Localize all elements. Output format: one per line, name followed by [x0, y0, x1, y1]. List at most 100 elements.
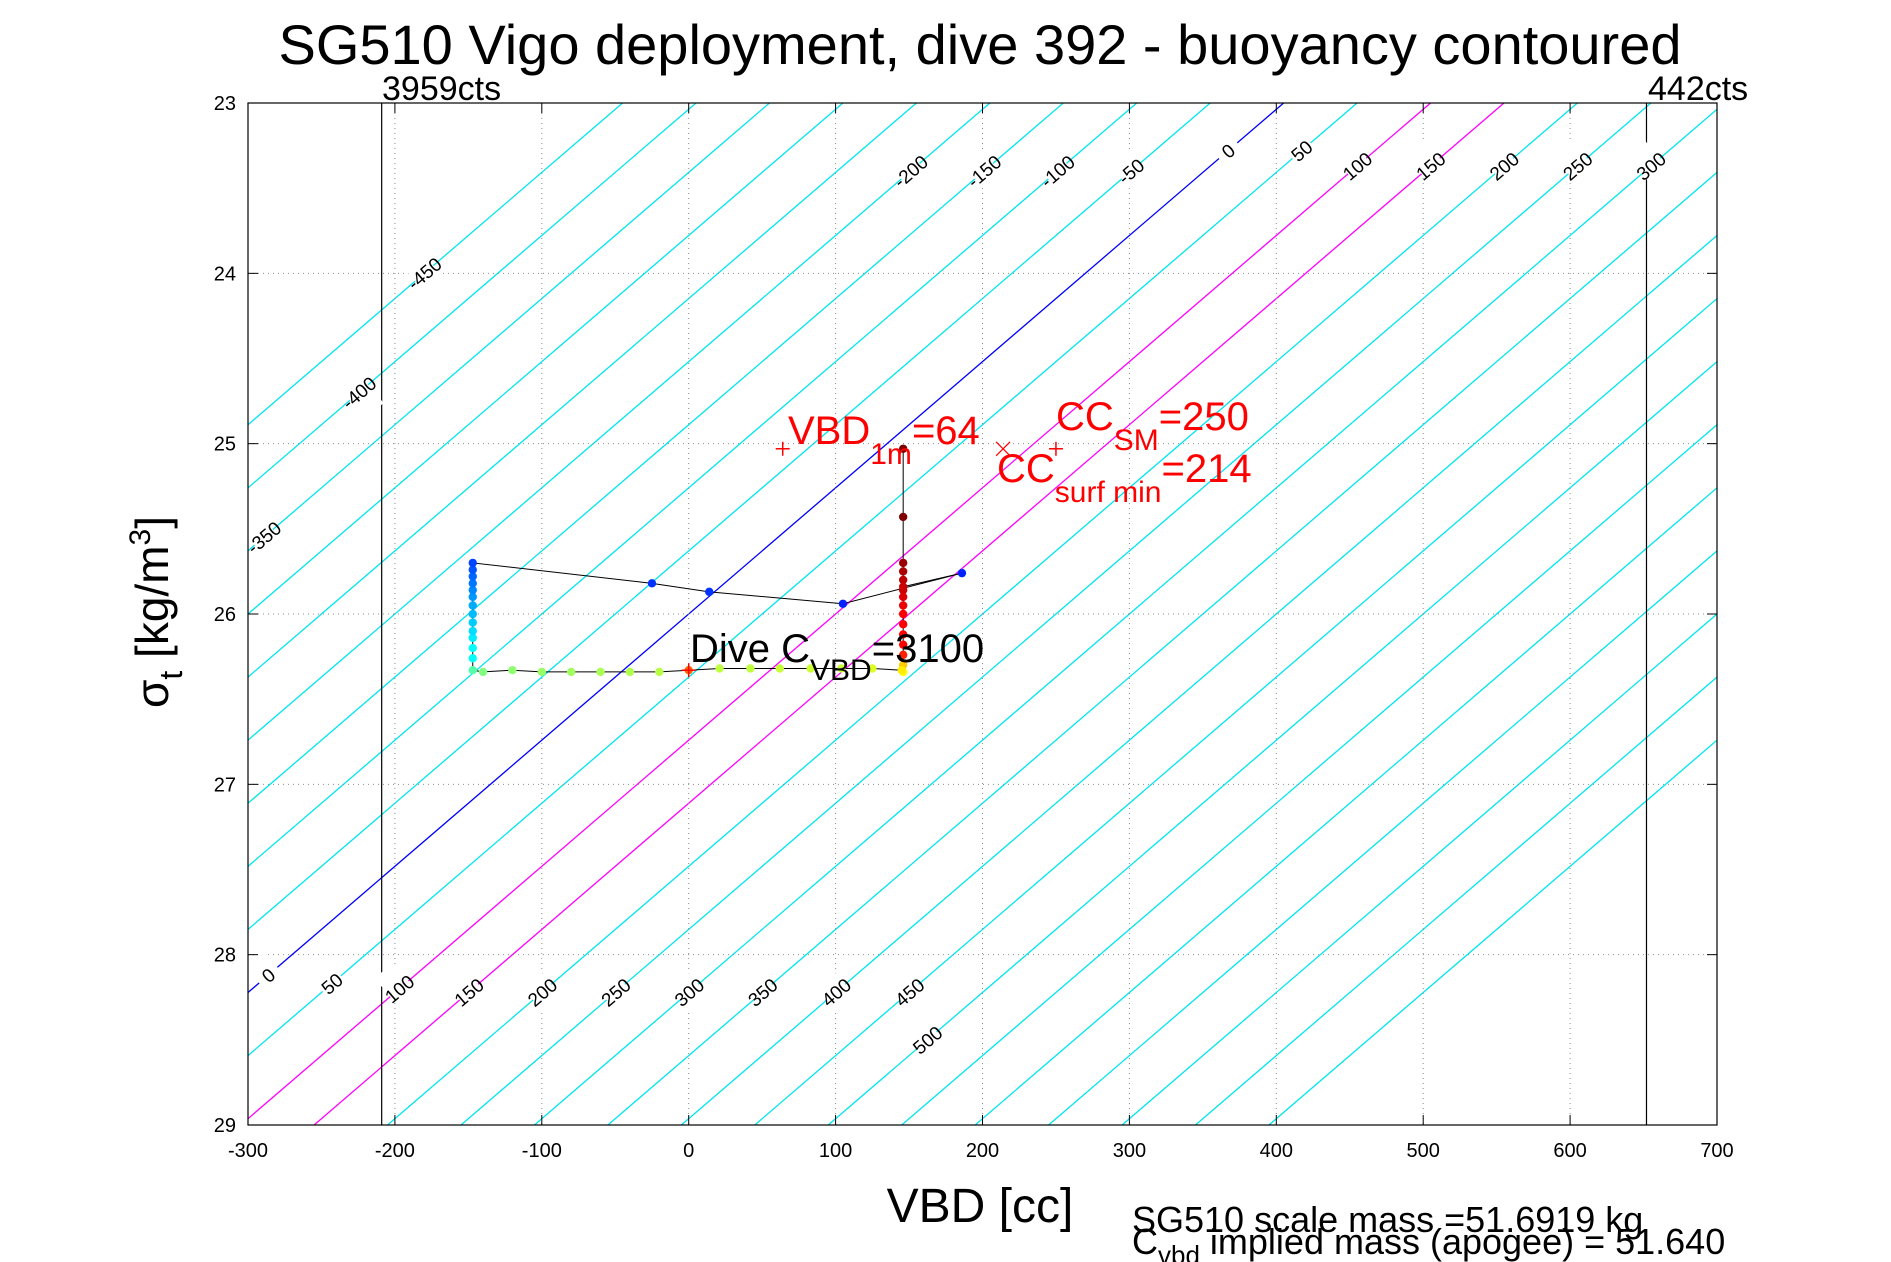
y-tick-label: 29: [214, 1115, 236, 1137]
dive-point: [897, 666, 906, 675]
x-tick-label: -200: [375, 1140, 415, 1162]
dive-point: [468, 558, 477, 568]
contour-label-bg: [1203, 124, 1253, 177]
contour-label-bg: [590, 966, 641, 1019]
limit-label-right: 442cts: [1648, 70, 1748, 108]
reference-markers: [681, 441, 1063, 678]
y-axis-label: σt [kg/m3]: [124, 516, 189, 708]
x-tick-label: 700: [1700, 1140, 1733, 1162]
y-axis-unit: [kg/m: [126, 545, 178, 670]
annotation-dive-cvbd: Dive CVBD=3100: [690, 627, 984, 687]
annotation-dive-cvbd-value: =3100: [872, 627, 984, 671]
tick-labels: -300 -200 -100 0 100 200 300 400 500 600 700 23 24 25…: [214, 93, 1734, 1162]
dive-point: [898, 630, 908, 639]
dive-point: [838, 599, 848, 608]
contour-line: [827, 360, 1717, 1125]
dive-point: [898, 601, 908, 610]
plot-axes: [247, 102, 1718, 1126]
contour-line: [1121, 613, 1717, 1125]
dive-point: [625, 667, 635, 677]
annotation-cc-surf-min-sub: surf min: [1055, 476, 1162, 509]
dive-point: [468, 618, 477, 627]
annotation-cc-sm-value: =250: [1159, 395, 1249, 439]
contour-line: [607, 171, 1717, 1125]
marker-dive-c-vbd: [681, 663, 696, 678]
dive-point: [468, 633, 477, 643]
dive-point: [468, 643, 477, 653]
x-axis-label: VBD [cc]: [887, 1180, 1074, 1233]
dive-point: [468, 601, 477, 610]
marker-cc-surf-min: [995, 441, 1011, 457]
dive-point: [566, 667, 576, 677]
marker-vbd-1m: [775, 441, 790, 456]
contour-label-bg: [902, 1013, 953, 1066]
dive-path-segment: [903, 572, 963, 588]
contour-label-bg: [1276, 124, 1327, 177]
dive-point: [468, 654, 477, 663]
contour-label-bg: [307, 957, 357, 1010]
dive-point: [468, 592, 477, 602]
dive-point: [898, 558, 908, 568]
contour-line: [248, 103, 844, 615]
contour-label-bg: [884, 966, 935, 1019]
contour-label-bg: [1552, 139, 1603, 193]
contour-line: [1048, 550, 1717, 1125]
dive-point: [468, 572, 477, 581]
vbd-limit-lines: [381, 103, 1648, 1125]
contour-label-bg: [885, 145, 936, 198]
annotation-vbd-1m: VBD1m=64: [788, 409, 980, 471]
y-tick-label: 23: [214, 93, 236, 115]
contour-label-bg: [399, 247, 450, 300]
contour-line: [313, 103, 1505, 1125]
x-tick-label: 600: [1553, 1140, 1586, 1162]
x-tick-label: 100: [819, 1140, 852, 1162]
dive-point: [898, 609, 908, 619]
dive-point: [468, 585, 477, 595]
dive-point: [715, 664, 724, 673]
contour-labels: -450-400-350-200 -150 -100 -500 50 100 150 200 2…: [239, 124, 1676, 1066]
y-axis-symbol: σ: [126, 680, 178, 708]
marker-stroke: [995, 441, 1011, 457]
contour-label-bg: [959, 145, 1009, 198]
annotation-dive-cvbd-main: Dive C: [690, 627, 810, 671]
dive-point: [898, 567, 908, 576]
annotation-vbd-1m-main: VBD: [788, 409, 870, 453]
dive-point: [468, 666, 477, 675]
y-tick-label: 27: [214, 774, 236, 796]
y-tick-label: 28: [214, 945, 236, 967]
contour-label-bg: [334, 366, 384, 419]
dive-point: [898, 582, 908, 591]
annotation-cc-sm-main: CC: [1056, 395, 1114, 439]
contour-label-bg: [1479, 139, 1529, 193]
marker-cc-sm: [1048, 441, 1063, 456]
contour-line: [248, 103, 1211, 931]
y-tick-label: 24: [214, 263, 236, 285]
dive-point: [537, 667, 546, 677]
contour-label-bg: [517, 966, 567, 1019]
contour-line: [754, 297, 1717, 1125]
footer-implied-sub: vbd: [1158, 1240, 1200, 1262]
dive-point: [898, 592, 908, 602]
contour-line: [1268, 739, 1717, 1125]
dive-point: [868, 664, 877, 673]
x-tick-label: 300: [1113, 1140, 1146, 1162]
dive-point: [647, 579, 657, 588]
contour-line: [248, 103, 770, 552]
dive-path: [468, 444, 967, 677]
limit-label-left: 3959cts: [382, 70, 501, 108]
y-axis-close: ]: [126, 516, 178, 529]
contour-label-bg: [664, 966, 714, 1019]
contour-label-bg: [239, 511, 289, 564]
dive-point: [898, 444, 908, 453]
contour-line: [460, 103, 1652, 1125]
dive-point: [898, 640, 908, 649]
dive-point: [468, 609, 477, 619]
dive-point: [898, 650, 908, 660]
y-axis-sup: 3: [124, 529, 157, 546]
contour-label-bg: [1626, 139, 1676, 193]
dive-point: [837, 664, 846, 673]
contour-label-bg: [243, 949, 294, 1002]
dive-point: [806, 664, 815, 673]
chart-title: SG510 Vigo deployment, dive 392 - buoyan…: [278, 13, 1681, 76]
